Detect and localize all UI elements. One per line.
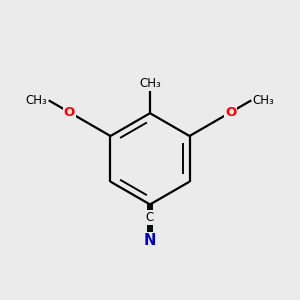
Text: N: N [144, 233, 156, 248]
Text: CH₃: CH₃ [139, 77, 161, 90]
Text: O: O [225, 106, 236, 119]
Text: O: O [64, 106, 75, 119]
Text: CH₃: CH₃ [26, 94, 47, 107]
Text: CH₃: CH₃ [253, 94, 274, 107]
Text: C: C [146, 211, 154, 224]
